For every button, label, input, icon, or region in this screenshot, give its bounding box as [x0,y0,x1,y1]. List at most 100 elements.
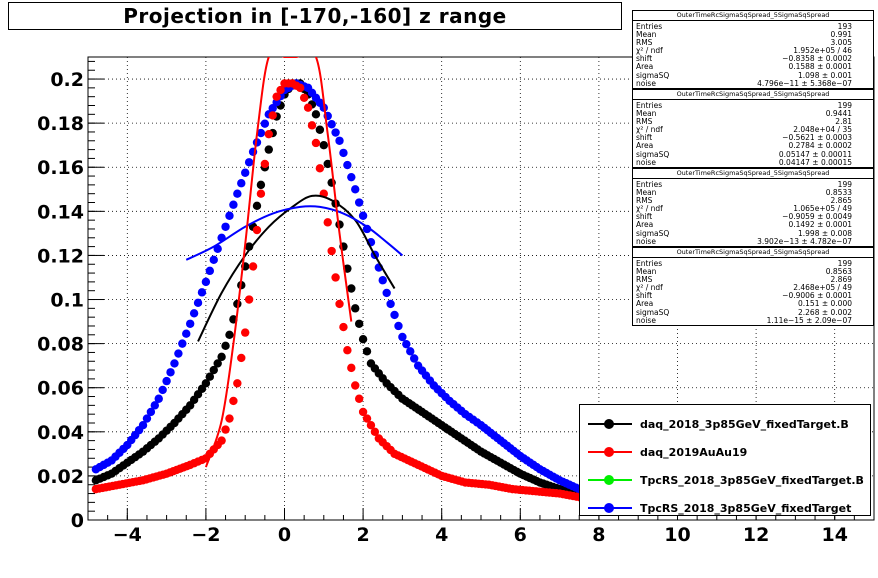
stats-row: RMS 2.81 [636,118,870,126]
data-point [398,332,407,342]
data-point [296,83,305,93]
stats-key: sigmaSQ [636,70,670,80]
data-point [358,335,368,344]
stats-key: shift [636,212,653,222]
legend-entry: TpcRS_2018_3p85GeV_fixedTarget.B [588,473,864,487]
stats-key: Entries [636,259,663,268]
data-point [299,93,309,102]
data-point [237,353,246,363]
stats-value: −0.5621 ± 0.0003 [782,133,852,143]
y-tick-label: 0.02 [37,466,84,488]
stats-key: Area [636,62,654,72]
stats-key: shift [636,291,653,301]
data-point [174,349,183,358]
stats-value: 0.1492 ± 0.0001 [788,220,852,230]
x-tick-label: 8 [592,524,605,546]
data-point [378,276,387,285]
legend-label: TpcRS_2018_3p85GeV_fixedTarget [640,501,852,515]
data-point [170,359,179,368]
data-point [201,277,211,287]
stats-key: Area [636,299,654,309]
legend: daq_2018_3p85GeV_fixedTarget.B daq_2019Au… [579,404,871,516]
stats-row: Mean 0.991 [636,30,870,40]
data-point [185,319,195,328]
fit-line-3 [185,205,404,261]
data-point [370,427,380,437]
stats-row: Mean 0.8533 [636,188,870,198]
stats-row: noise 4.796e−11 ± 5.368e−07 [636,78,870,88]
legend-label: daq_2018_3p85GeV_fixedTarget.B [640,417,849,431]
data-point [244,158,254,167]
legend-line [588,419,632,429]
data-point [358,211,368,220]
data-point [209,255,218,265]
legend-marker [604,503,614,513]
stats-key: χ² / ndf [636,283,663,293]
data-point [209,365,218,375]
stats-key: χ² / ndf [636,125,663,135]
legend-label: TpcRS_2018_3p85GeV_fixedTarget.B [640,473,864,487]
stats-value: 2.869 [830,275,852,285]
series-3 [91,79,643,509]
series-0 [91,79,643,507]
data-point [225,414,234,423]
data-point [272,92,281,101]
data-point [256,128,266,138]
legend-line [588,447,632,457]
stats-value: 0.991 [830,30,852,40]
stats-key: noise [636,236,656,246]
data-point [339,322,348,332]
stats-key: Mean [636,30,657,40]
data-point [237,179,246,188]
stats-value: 199 [837,180,852,189]
data-point [264,129,273,139]
data-point [323,159,332,169]
data-point [217,352,226,362]
data-point [351,304,360,313]
y-tick-label: 0.06 [37,378,84,400]
x-tick-label: −4 [113,524,142,546]
stats-box: OuterTimeRcSigmaSqSpread_5SigmaSqSpread E… [632,247,874,326]
stats-row: shift −0.8358 ± 0.0002 [636,55,870,63]
stats-value: 1.098 ± 0.001 [798,70,852,80]
y-tick-label: 0.14 [37,201,84,223]
data-point [233,189,242,198]
legend-label: daq_2019AuAu19 [640,445,748,459]
stats-value: 2.468e+05 / 49 [793,283,852,293]
stats-key: sigmaSQ [636,149,670,159]
stats-row: Area 0.1492 ± 0.0001 [636,221,870,229]
stats-value: 0.8533 [825,188,852,198]
stats-value: 2.268 ± 0.002 [798,307,852,317]
data-point [354,198,364,207]
data-point [347,363,356,373]
legend-entry: TpcRS_2018_3p85GeV_fixedTarget [588,501,851,515]
y-tick-label: 0.04 [37,422,84,444]
x-tick-label: −2 [191,524,220,546]
series-group [91,57,643,509]
x-tick-label: 10 [664,524,690,546]
data-point [252,225,262,235]
stats-value: 199 [837,101,852,110]
data-point [362,414,372,423]
stats-row: sigmaSQ 1.998 ± 0.008 [636,229,870,238]
data-point [362,224,372,234]
stats-value: 4.796e−11 ± 5.368e−07 [757,78,852,88]
data-point [315,164,325,173]
stats-value: 1.065e+05 / 49 [793,204,852,214]
stats-key: Mean [636,109,657,119]
fit-line-0 [197,194,396,342]
data-point [233,379,242,388]
data-point [213,244,222,254]
stats-value: 1.952e+05 / 46 [793,46,852,56]
data-point [307,121,317,130]
data-point [221,222,230,231]
stats-box: OuterTimeRcSigmaSqSpread_5SigmaSqSpread E… [632,168,874,247]
stats-row: shift −0.9059 ± 0.0049 [636,213,870,221]
stats-row: Mean 0.8563 [636,267,870,276]
stats-value: 0.151 ± 0.000 [798,299,852,309]
data-point [205,372,215,381]
y-tick-label: 0.1 [50,290,84,312]
data-point [146,407,156,417]
data-point [244,295,254,304]
data-point [225,330,234,339]
